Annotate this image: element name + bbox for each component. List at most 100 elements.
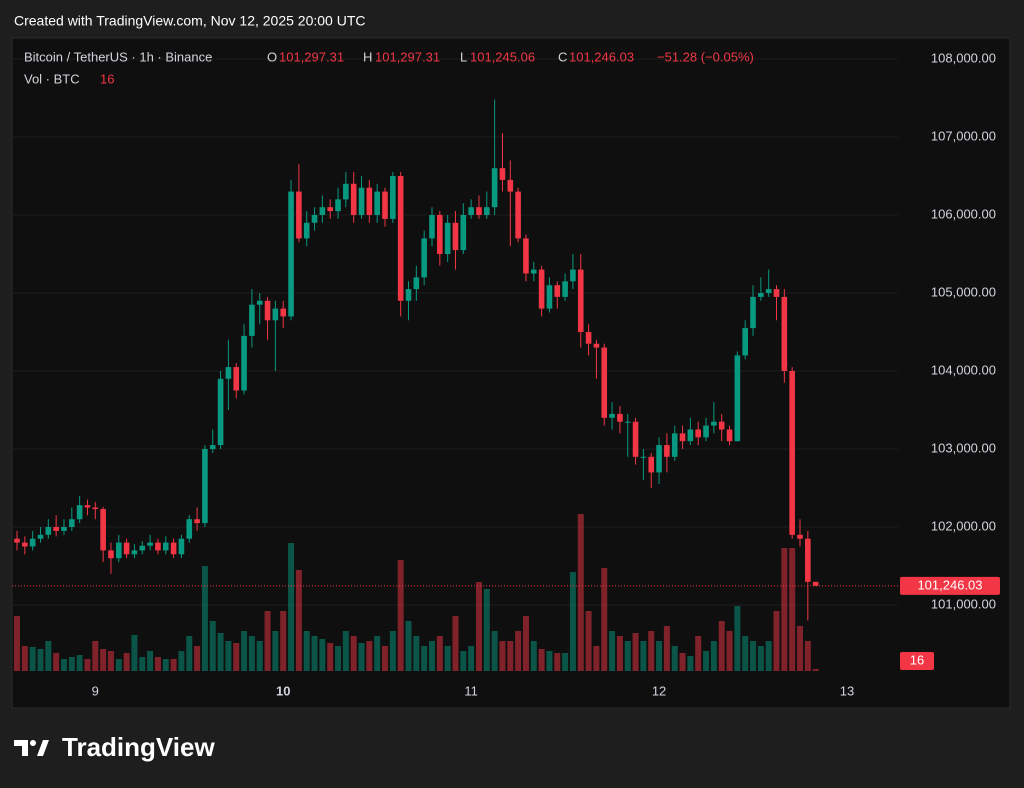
grid: 101,000.00 102,000.00 103,000.00 104,000.00…	[12, 50, 996, 698]
candle-body	[484, 207, 490, 215]
candle-body	[718, 421, 725, 430]
candle-body	[695, 429, 702, 438]
volume-bar	[60, 659, 67, 671]
candle-body	[437, 214, 443, 254]
volume-bar	[538, 649, 545, 671]
volume-bar	[272, 631, 279, 671]
candle-body	[648, 456, 655, 473]
candle-body	[413, 277, 420, 290]
volume-bar	[405, 621, 412, 671]
candle-body	[617, 413, 623, 422]
volume-bar	[327, 643, 334, 671]
candle-body	[452, 222, 459, 251]
volume-bar	[695, 636, 702, 671]
volume-bar	[656, 641, 663, 671]
candle-body	[186, 519, 193, 539]
volume-bar	[624, 641, 631, 671]
candle-body	[100, 509, 106, 551]
candle-body	[640, 456, 647, 458]
candle-body	[14, 538, 20, 543]
y-tick-label: 101,000.00	[931, 596, 996, 611]
candle-body	[303, 222, 310, 239]
volume-bar	[217, 633, 224, 671]
candle-body	[209, 445, 216, 450]
volume-bar	[804, 641, 811, 671]
volume-bar	[562, 653, 569, 671]
candle-body	[656, 445, 662, 473]
candle-body	[507, 179, 514, 192]
logo: TradingView	[14, 732, 215, 762]
volume-bar	[522, 616, 529, 671]
candle-body	[444, 222, 451, 254]
volume-bar	[428, 641, 435, 671]
volume-bar	[92, 641, 99, 671]
legend-close: 101,246.03	[569, 49, 634, 64]
candle-body	[515, 191, 521, 239]
volume-bar	[460, 651, 467, 671]
volume-bar	[264, 611, 271, 671]
volume-bar	[413, 636, 420, 671]
candle-body	[22, 542, 28, 547]
candle-body	[123, 542, 130, 555]
volume-bar	[53, 653, 60, 671]
volume-bar	[162, 659, 169, 671]
volume-bar	[671, 646, 678, 671]
volume-bar	[374, 636, 381, 671]
candle-body	[726, 429, 733, 442]
candle-body	[742, 328, 748, 356]
volume-bar	[21, 646, 28, 671]
volume-bar	[452, 616, 459, 671]
volume-bar	[781, 548, 788, 671]
volume-bar	[773, 611, 780, 671]
volume-bar	[703, 651, 710, 671]
volume-bar	[68, 657, 75, 671]
volume-bar	[475, 582, 482, 671]
volume-bar	[616, 636, 623, 671]
volume-bar	[280, 611, 287, 671]
volume-bar	[154, 657, 161, 671]
legend-o: O	[267, 49, 277, 64]
volume-bar	[436, 636, 443, 671]
candle-body	[29, 538, 36, 547]
volume-bar	[640, 641, 647, 671]
candle-body	[366, 187, 373, 215]
candle-body	[687, 429, 694, 442]
volume-bar	[311, 636, 318, 671]
volume-bar	[14, 616, 20, 671]
volume-tag-label: 16	[910, 652, 924, 667]
volume-bar	[742, 636, 749, 671]
volume-bar	[554, 653, 561, 671]
candle-body	[92, 507, 99, 510]
volume-bar	[248, 636, 255, 671]
volume-bar	[765, 641, 772, 671]
symbol: Bitcoin / TetherUS · 1h · Binance	[24, 49, 212, 64]
volume-pane	[14, 514, 819, 671]
price-tag-label: 101,246.03	[917, 577, 982, 592]
x-tick-label: 13	[840, 683, 854, 698]
candle-body	[765, 289, 772, 293]
candle-body	[296, 191, 302, 239]
candle-body	[758, 292, 764, 297]
candle-body	[734, 355, 741, 442]
candle-body	[233, 367, 240, 391]
volume-bar	[710, 641, 717, 671]
volume-bar	[350, 636, 357, 671]
y-tick-label: 103,000.00	[931, 440, 996, 455]
volume-bar	[201, 566, 208, 671]
volume-legend: Vol · BTC	[24, 71, 80, 86]
candle-body	[468, 207, 474, 215]
candle-body	[609, 413, 615, 418]
volume-bar	[37, 649, 44, 671]
candle-body	[241, 335, 247, 391]
candle-body	[593, 343, 600, 348]
y-tick-label: 106,000.00	[931, 206, 996, 221]
volume-bar	[444, 646, 451, 671]
volume-bar	[648, 631, 655, 671]
logo-mark	[14, 740, 28, 756]
candle-body	[76, 505, 83, 520]
candle-body	[350, 183, 357, 215]
candle-body	[147, 542, 153, 546]
legend-high: 101,297.31	[375, 49, 440, 64]
candle-body	[217, 378, 224, 446]
candle-body	[131, 550, 138, 555]
